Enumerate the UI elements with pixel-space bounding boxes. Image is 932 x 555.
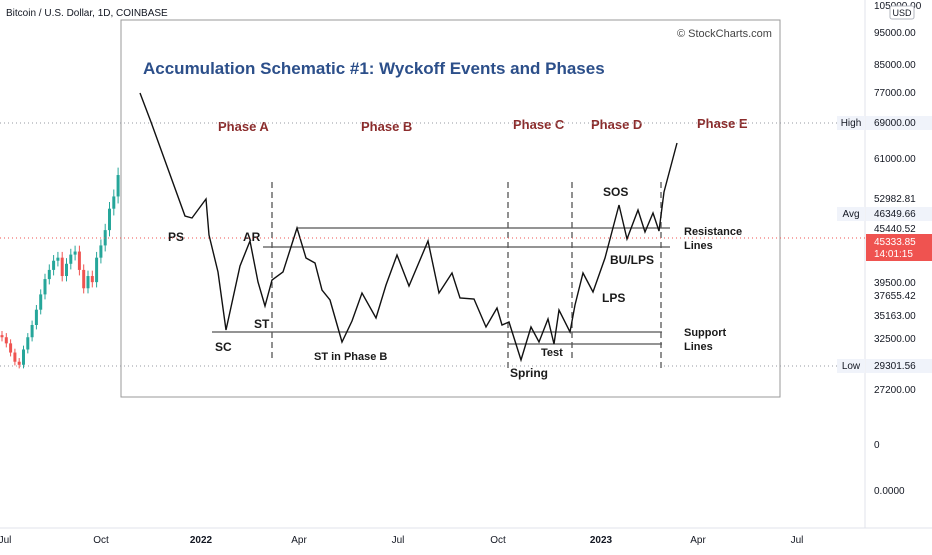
last-price-badge (866, 234, 932, 261)
phase-d-label: Phase D (591, 117, 642, 132)
high-badge: High (837, 116, 865, 130)
price-axis-label: 32500.00 (874, 334, 916, 345)
last-price-value: 45333.85 (874, 237, 916, 248)
time-axis-label: Oct (490, 535, 506, 546)
currency-button[interactable] (889, 5, 915, 20)
event-lps: LPS (602, 291, 625, 305)
time-axis-label: 2022 (190, 535, 213, 546)
price-axis-label: 0 (874, 440, 880, 451)
price-axis-label: 85000.00 (874, 60, 916, 71)
candle-body (9, 343, 13, 353)
candle-body (108, 208, 111, 231)
candle-body (86, 276, 90, 289)
resistance-label-2: Lines (684, 240, 713, 252)
candle-body (13, 352, 17, 362)
candle-body (34, 309, 38, 325)
price-axis-label: 61000.00 (874, 154, 916, 165)
price-axis-label: 45440.52 (874, 224, 916, 235)
time-axis-label: Oct (93, 535, 109, 546)
low-badge: Low (837, 359, 865, 373)
candle-body (30, 324, 34, 338)
phase-c-label: Phase C (513, 117, 565, 132)
low-price-value: 29301.56 (874, 361, 916, 372)
candle-body (82, 269, 86, 289)
candle-body (43, 279, 47, 295)
avg-price-value: 46349.66 (874, 209, 916, 220)
event-spring: Spring (510, 366, 548, 380)
high-price-value: 69000.00 (874, 118, 916, 129)
event-bu-lps: BU/LPS (610, 253, 654, 267)
candle-body (116, 175, 120, 197)
support-label-1: Support (684, 327, 726, 339)
candle-body (103, 230, 107, 246)
time-axis-label: Apr (291, 535, 307, 546)
event-sos: SOS (603, 185, 628, 199)
wyckoff-schematic-overlay: Accumulation Schematic #1: Wyckoff Event… (120, 19, 781, 398)
price-axis-label: 27200.00 (874, 385, 916, 396)
event-st: ST (254, 317, 270, 331)
price-axis-label: 77000.00 (874, 88, 916, 99)
candle-body (112, 196, 116, 209)
candle-body (52, 260, 56, 270)
time-axis-label: Jul (392, 535, 405, 546)
price-axis-label: 37655.42 (874, 291, 916, 302)
time-axis-label: Jul (0, 535, 11, 546)
time-axis-label: Jul (791, 535, 804, 546)
low-price-box (866, 359, 932, 373)
candle-body (95, 257, 99, 283)
stockcharts-credit: © StockCharts.com (677, 28, 772, 40)
resistance-label-1: Resistance (684, 226, 742, 238)
event-test: Test (541, 347, 563, 359)
svg-text:Low: Low (842, 361, 861, 372)
time-axis-label: Apr (690, 535, 706, 546)
svg-text:High: High (841, 118, 862, 129)
schematic-price-path (139, 92, 678, 363)
phase-b-label: Phase B (361, 119, 412, 134)
price-axis-label: 0.0000 (874, 486, 905, 497)
schematic-frame (120, 19, 781, 398)
candle-body (4, 337, 8, 344)
phase-e-label: Phase E (697, 116, 748, 131)
schematic-title: Accumulation Schematic #1: Wyckoff Event… (143, 59, 605, 78)
event-st-phase-b: ST in Phase B (314, 351, 387, 363)
candle-body (99, 245, 103, 258)
candle-body (47, 269, 51, 280)
candle-body (73, 251, 77, 255)
event-ps: PS (168, 230, 184, 244)
high-price-box (866, 116, 932, 130)
phase-a-label: Phase A (218, 119, 269, 134)
price-axis-label: 35163.00 (874, 311, 916, 322)
price-axis-label: 52982.81 (874, 194, 916, 205)
candle-body (69, 254, 73, 264)
candle-body (90, 276, 94, 283)
candle-body (60, 257, 64, 277)
event-sc: SC (215, 340, 232, 354)
candle-body (0, 335, 4, 338)
symbol-title[interactable]: Bitcoin / U.S. Dollar, 1D, COINBASE (6, 8, 168, 19)
candle-body (39, 294, 43, 310)
svg-text:Avg: Avg (842, 209, 859, 220)
price-axis-label: 95000.00 (874, 28, 916, 39)
bar-countdown: 14:01:15 (874, 249, 913, 260)
support-label-2: Lines (684, 341, 713, 353)
avg-price-box (866, 207, 932, 221)
event-ar: AR (243, 230, 261, 244)
candle-body (22, 349, 25, 365)
price-axis-label: 39500.00 (874, 278, 916, 289)
avg-badge: Avg (837, 207, 865, 221)
candle-body (26, 337, 30, 350)
time-axis-label: 2023 (590, 535, 613, 546)
candle-body (56, 257, 60, 261)
candle-body (17, 361, 21, 365)
candle-body (65, 263, 68, 277)
time-axis[interactable]: Jul Oct 2022 Apr Jul Oct 2023 Apr Jul (0, 535, 803, 546)
currency-label: USD (892, 8, 912, 18)
candle-body (77, 251, 81, 270)
